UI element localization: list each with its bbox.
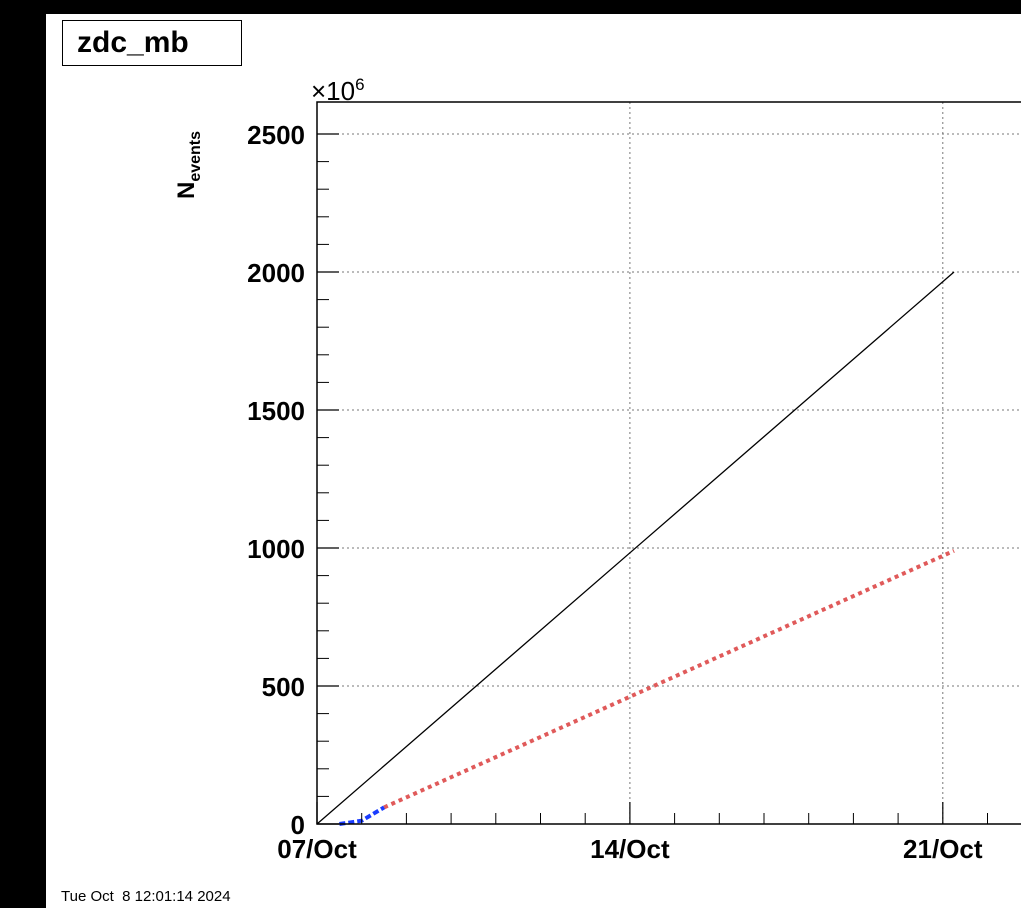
chart-canvas: zdc_mb 0 500 1000 1500 2000 2500 07/Oct 14/Oct 2… [46,14,1021,908]
y-tick-label: 0 [291,810,305,840]
y-tick-label: 1500 [247,396,305,426]
y-tick-label: 1000 [247,534,305,564]
y-tick-label: 2000 [247,258,305,288]
y-axis-label-sub: events [187,131,204,182]
plot-frame [316,101,1021,825]
y-tick-label: 2500 [247,120,305,150]
x-tick-label: 14/Oct [590,834,670,864]
chart-title: zdc_mb [62,20,242,66]
series-line-1 [316,271,955,825]
y-axis-label: Nevents [173,131,204,199]
y-tick-label: 500 [262,672,305,702]
x-tick-label: 21/Oct [903,834,983,864]
timestamp-footer: Tue Oct 8 12:01:14 2024 [61,888,231,905]
x-tick-label: 07/Oct [277,834,357,864]
chart-plot: 0 500 1000 1500 2000 2500 07/Oct 14/Oct 21/Oct ×… [173,75,1021,864]
series-line-2 [383,548,955,810]
y-multiplier-exponent: 6 [355,75,364,94]
y-multiplier: ×106 [311,75,365,106]
